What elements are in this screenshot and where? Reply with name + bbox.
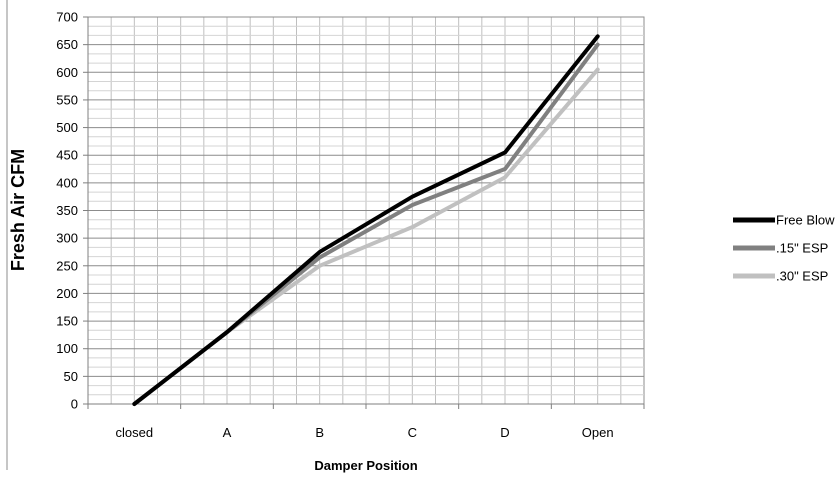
legend: Free Blow .15" ESP .30" ESP xyxy=(733,213,835,284)
y-tick-label: 650 xyxy=(56,37,78,52)
y-tick-label: 400 xyxy=(56,175,78,190)
y-axis-title: Fresh Air CFM xyxy=(8,149,28,271)
x-axis-title: Damper Position xyxy=(314,458,417,473)
y-tick-label: 600 xyxy=(56,65,78,80)
x-tick-label: C xyxy=(408,425,417,440)
y-tick-label: 300 xyxy=(56,231,78,246)
y-tick-label: 150 xyxy=(56,314,78,329)
legend-label: .30" ESP xyxy=(776,269,828,284)
y-tick-label: 0 xyxy=(71,397,78,412)
y-tick-label: 500 xyxy=(56,120,78,135)
legend-label: .15" ESP xyxy=(776,241,828,256)
y-tick-label: 450 xyxy=(56,148,78,163)
y-tick-label: 550 xyxy=(56,92,78,107)
x-tick-label: Open xyxy=(582,425,614,440)
legend-label: Free Blow xyxy=(776,213,835,228)
y-tick-label: 700 xyxy=(56,10,78,25)
y-tick-label: 100 xyxy=(56,341,78,356)
y-tick-label: 50 xyxy=(64,369,78,384)
x-tick-label: B xyxy=(315,425,324,440)
axes xyxy=(83,16,645,409)
y-tick-label: 350 xyxy=(56,203,78,218)
y-tick-label: 200 xyxy=(56,286,78,301)
series xyxy=(132,34,600,406)
x-tick-label: D xyxy=(500,425,509,440)
y-tick-label: 250 xyxy=(56,258,78,273)
x-tick-label: A xyxy=(223,425,232,440)
series-line xyxy=(132,34,600,406)
x-tick-label: closed xyxy=(116,425,154,440)
tick-labels: 0 50 100 150 200 250 300 350 400 450 500 550 600 650 7… xyxy=(56,10,613,441)
grid xyxy=(87,16,645,405)
